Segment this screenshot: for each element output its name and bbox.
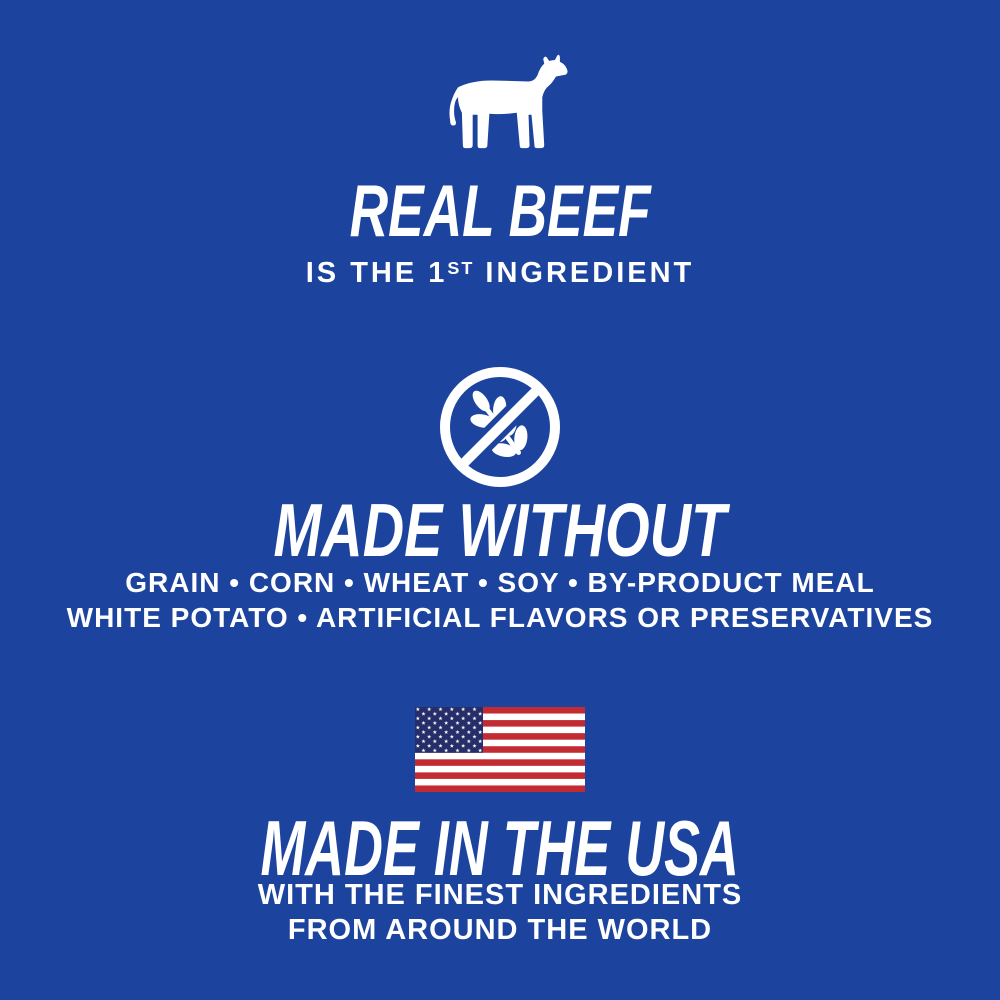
- real-beef-heading-text: REAL BEEF: [349, 171, 651, 252]
- subline-suffix: INGREDIENT: [474, 257, 695, 289]
- real-beef-heading: REAL BEEF: [0, 175, 1000, 248]
- subline-superscript: ST: [447, 257, 475, 278]
- no-grain-icon: [438, 365, 562, 489]
- first-ingredient-subline: IS THE 1ST INGREDIENT: [0, 259, 1000, 288]
- usa-flag: [415, 707, 585, 792]
- usa-line1: WITH THE FINEST INGREDIENTS: [257, 879, 743, 911]
- made-in-usa-heading-text: MADE IN THE USA: [260, 804, 740, 892]
- made-without-heading-text: MADE WITHOUT: [273, 488, 727, 572]
- made-without-line2: WHITE POTATO • ARTIFICIAL FLAVORS OR PRE…: [66, 602, 934, 633]
- subline-prefix: IS THE 1: [305, 257, 448, 289]
- cow-icon: [441, 54, 571, 152]
- usa-line2: FROM AROUND THE WORLD: [287, 914, 713, 946]
- made-without-line1: GRAIN • CORN • WHEAT • SOY • BY-PRODUCT …: [125, 567, 875, 598]
- made-in-usa-heading: MADE IN THE USA: [0, 809, 1000, 887]
- made-without-heading: MADE WITHOUT: [0, 493, 1000, 568]
